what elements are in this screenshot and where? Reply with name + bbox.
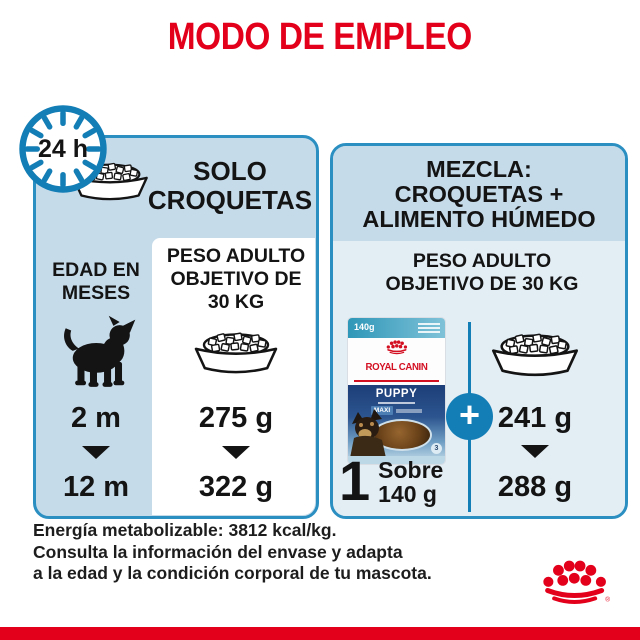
pouch-fineprint-lines xyxy=(418,323,440,335)
mix-portion-to-value: 288 g xyxy=(497,471,573,503)
pouch-weight-label: 140g xyxy=(354,322,375,332)
pouch-bottom-strip xyxy=(348,456,445,464)
mix-header-line3: ALIMENTO HÚMEDO xyxy=(362,206,596,232)
mix-portion-arrow xyxy=(474,445,596,458)
pouch-badge: 3 xyxy=(431,443,442,454)
kibble-only-panel: SOLO CROQUETAS EDAD EN MESES 2 m xyxy=(33,135,319,519)
portion-from-value: 275 g xyxy=(198,402,274,434)
mix-header-line2: CROQUETAS + xyxy=(394,181,564,207)
kibble-bowl-icon xyxy=(188,328,284,381)
age-arrow xyxy=(42,446,150,459)
kibble-bowl-icon xyxy=(485,329,585,384)
kibble-only-header: SOLO CROQUETAS xyxy=(147,156,313,216)
mix-portion-from-value: 241 g xyxy=(497,402,573,434)
pouch-red-rule xyxy=(353,379,440,382)
crown-dots-icon xyxy=(386,340,407,355)
pouch-count-row: 1 Sobre 140 g xyxy=(339,449,443,512)
pouch-size-row: MAXI xyxy=(348,406,445,415)
down-arrow-icon xyxy=(521,445,549,458)
page-title: MODO DE EMPLEO xyxy=(167,16,473,58)
red-bottom-band xyxy=(0,627,640,640)
pouch-product-label: PUPPY xyxy=(375,388,418,400)
plus-icon: + xyxy=(446,393,493,440)
footer-line1: Energía metabolizable: 3812 kcal/kg. xyxy=(33,520,337,540)
pouch-product-subline xyxy=(378,402,415,404)
mix-header-band xyxy=(333,146,625,241)
age-to-value: 12 m xyxy=(62,471,130,503)
down-arrow-icon xyxy=(82,446,110,459)
pouch-size-label: MAXI xyxy=(370,406,394,415)
age-header: EDAD EN MESES xyxy=(52,259,140,304)
royal-canin-crown-logo: ® xyxy=(539,551,611,617)
pouch-count: 1 xyxy=(339,449,371,512)
pouch-unit-weight: 140 g xyxy=(378,481,437,507)
pouch-brand-section: ROYAL CANIN xyxy=(348,338,445,385)
mix-header-line1: MEZCLA: xyxy=(426,156,532,182)
pouch-unit-labels: Sobre 140 g xyxy=(378,456,443,506)
wet-food-pouch: 140g ROYAL CANIN PUPPY MAXI xyxy=(348,318,445,464)
puppy-photo xyxy=(350,408,390,458)
mix-header: MEZCLA: CROQUETAS + ALIMENTO HÚMEDO xyxy=(333,157,625,232)
pouch-brand-label: ROYAL CANIN xyxy=(365,361,428,373)
footer-note: Energía metabolizable: 3812 kcal/kg. Con… xyxy=(33,520,513,585)
target-weight-header: PESO ADULTO OBJETIVO DE 30 KG xyxy=(166,245,306,313)
mix-target-weight-header: PESO ADULTO OBJETIVO DE 30 KG xyxy=(385,250,579,295)
footer-line3: a la edad y la condición corporal de tu … xyxy=(33,563,432,583)
portion-arrow xyxy=(160,446,312,459)
dog-silhouette-icon xyxy=(54,310,140,398)
pouch-unit-label: Sobre xyxy=(378,457,444,483)
weight-column-background xyxy=(152,238,315,515)
pouch-size-bar xyxy=(396,408,423,413)
portion-to-value: 322 g xyxy=(198,471,274,503)
clock-24h-icon: 24 h xyxy=(17,103,109,195)
down-arrow-icon xyxy=(222,446,250,459)
registered-mark: ® xyxy=(605,595,610,603)
clock-label: 24 h xyxy=(37,134,89,163)
age-from-value: 2 m xyxy=(71,402,121,434)
footer-line2: Consulta la información del envase y ada… xyxy=(33,541,403,562)
mix-panel: MEZCLA: CROQUETAS + ALIMENTO HÚMEDO PESO… xyxy=(330,143,628,519)
page-title-wrap: MODO DE EMPLEO xyxy=(0,16,640,59)
